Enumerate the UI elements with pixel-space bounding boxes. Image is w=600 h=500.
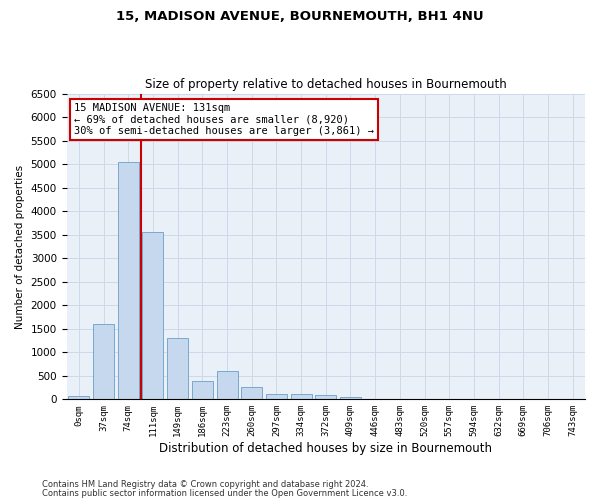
Bar [290, 394, 311, 400]
Y-axis label: Number of detached properties: Number of detached properties [15, 164, 25, 328]
Text: Contains public sector information licensed under the Open Government Licence v3: Contains public sector information licen… [42, 489, 407, 498]
Bar [340, 398, 361, 400]
Bar [241, 387, 262, 400]
Bar [118, 162, 139, 400]
Text: Contains HM Land Registry data © Crown copyright and database right 2024.: Contains HM Land Registry data © Crown c… [42, 480, 368, 489]
Bar [266, 394, 287, 400]
Bar [167, 338, 188, 400]
Bar [315, 395, 336, 400]
X-axis label: Distribution of detached houses by size in Bournemouth: Distribution of detached houses by size … [159, 442, 492, 455]
Text: 15, MADISON AVENUE, BOURNEMOUTH, BH1 4NU: 15, MADISON AVENUE, BOURNEMOUTH, BH1 4NU [116, 10, 484, 23]
Bar [142, 232, 163, 400]
Bar [192, 380, 213, 400]
Text: 15 MADISON AVENUE: 131sqm
← 69% of detached houses are smaller (8,920)
30% of se: 15 MADISON AVENUE: 131sqm ← 69% of detac… [74, 102, 374, 136]
Bar [68, 396, 89, 400]
Title: Size of property relative to detached houses in Bournemouth: Size of property relative to detached ho… [145, 78, 506, 91]
Bar [217, 371, 238, 400]
Bar [93, 324, 114, 400]
